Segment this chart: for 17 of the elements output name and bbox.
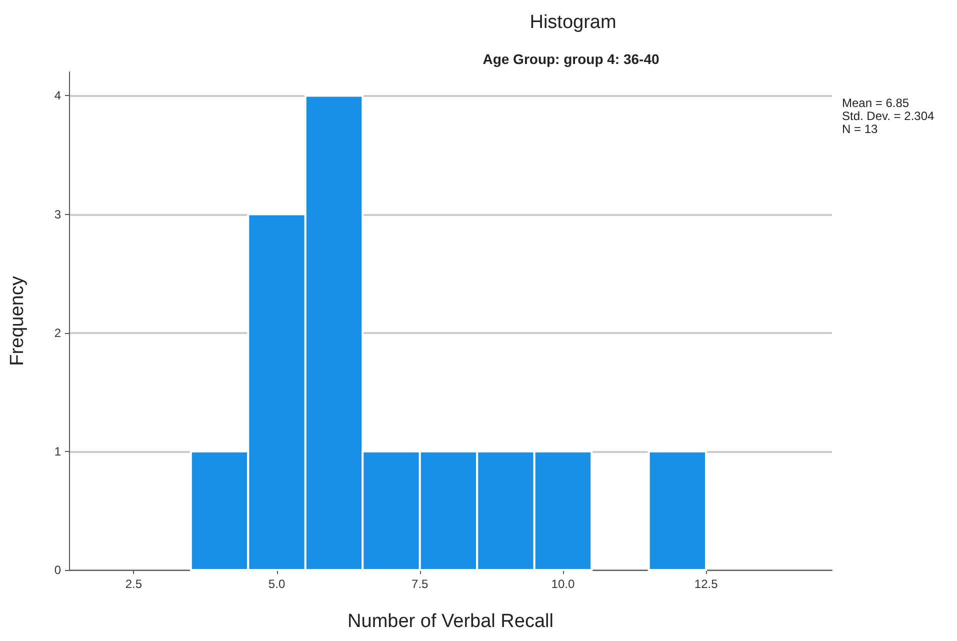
- y-tick-label: 2: [54, 326, 62, 340]
- x-tick-label: 7.5: [412, 577, 429, 591]
- y-tick-label: 3: [54, 207, 62, 222]
- x-tick-label: 10.0: [551, 577, 575, 591]
- text: Std. Dev. = 2.304: [842, 109, 934, 123]
- x-tick-label: 12.5: [694, 577, 718, 591]
- y-tick-label: 0: [54, 563, 62, 577]
- x-axis-title: Number of Verbal Recall: [348, 611, 554, 632]
- chart-title: Histogram: [530, 12, 616, 33]
- chart-subtitle: Age Group: group 4: 36-40: [482, 51, 660, 67]
- y-axis-title: Frequency: [7, 276, 28, 366]
- y-tick-label: 4: [54, 88, 62, 103]
- y-tick-label: 1: [54, 444, 62, 458]
- x-tick-label: 2.5: [125, 577, 142, 591]
- x-tick-label: 5.0: [268, 577, 286, 591]
- text: N = 13: [842, 122, 878, 136]
- text: Mean = 6.85: [842, 96, 910, 110]
